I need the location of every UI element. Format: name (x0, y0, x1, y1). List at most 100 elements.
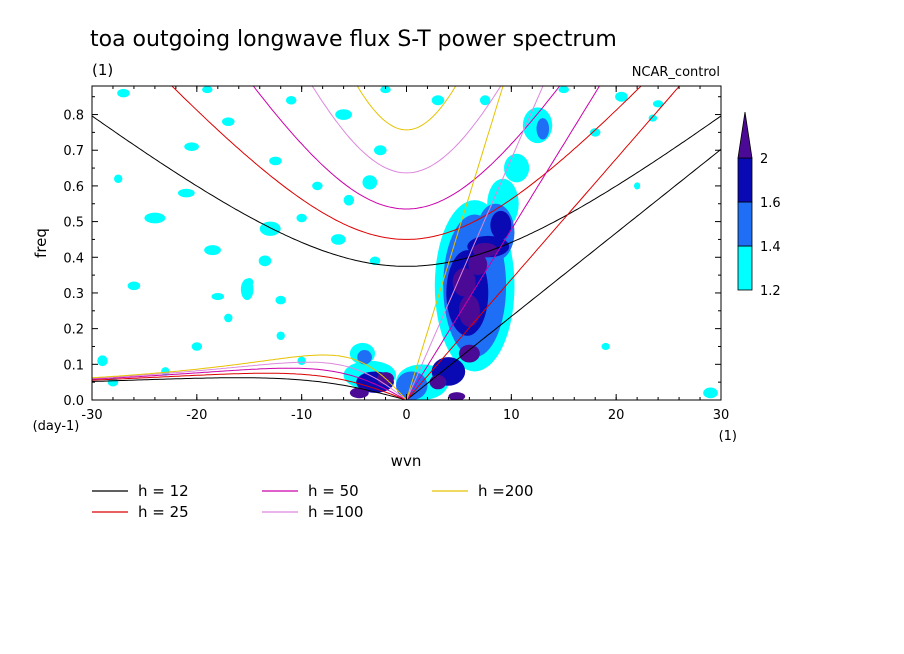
power-blob (269, 156, 282, 166)
x-tick-label: 30 (713, 408, 730, 423)
y-tick-label: 0.2 (63, 323, 84, 338)
power-blob (429, 375, 447, 390)
y-tick-label: 0.1 (63, 358, 84, 373)
power-blob (472, 243, 498, 258)
power-blob (114, 174, 123, 184)
y-tick-label: 0.4 (63, 251, 84, 266)
dispersion-curve-kelvin (406, 86, 504, 400)
power-blob (184, 142, 199, 151)
x-tick-label: 0 (402, 408, 410, 423)
dispersion-curve-rossby (92, 354, 407, 400)
power-blob (601, 342, 610, 351)
dispersion-curve-rossby (92, 367, 407, 400)
power-blob (258, 255, 272, 267)
power-blob (144, 212, 166, 224)
dispersion-curve-inertia-gravity (311, 86, 502, 174)
dispersion-curve-rossby (92, 372, 407, 400)
power-blob (331, 234, 346, 245)
power-blob (357, 350, 372, 365)
dispersion-curves (92, 86, 721, 400)
power-blob (296, 213, 307, 223)
y-unit-label: (day-1) (33, 419, 80, 434)
chart-subtitle-right: NCAR_control (632, 65, 720, 80)
power-blob (652, 100, 664, 108)
power-blob (107, 377, 119, 387)
colorbar-segment (737, 157, 753, 203)
power-blob (633, 182, 641, 190)
power-blob (117, 88, 130, 98)
y-tick-label: 0.8 (63, 109, 84, 124)
colorbar-label: 1.2 (760, 284, 781, 299)
power-blob (507, 199, 516, 209)
power-contours (97, 86, 718, 400)
power-blob (431, 95, 445, 106)
y-tick-label: 0.5 (63, 216, 84, 231)
x-tick-label: 20 (608, 408, 625, 423)
dispersion-curve-inertia-gravity (356, 86, 457, 131)
power-blob (458, 294, 480, 327)
power-blob (297, 356, 306, 366)
x-unit-label: (1) (719, 429, 737, 444)
dispersion-curve-kelvin (406, 86, 681, 400)
colorbar-label: 1.4 (760, 240, 781, 255)
power-blob (191, 342, 203, 351)
power-blob (285, 95, 297, 105)
power-blob (490, 210, 512, 240)
power-blob (211, 292, 225, 301)
axis-ticks: -30 -20 -10 0 10 20 30 0.0 0.1 0.2 0.3 0.4 0.5 0.6 0.7… (63, 86, 729, 423)
legend-label: h = 25 (138, 503, 189, 521)
power-blob (479, 95, 491, 106)
power-blob (224, 313, 233, 323)
power-blob (703, 387, 718, 399)
y-tick-label: 0.7 (63, 144, 84, 159)
y-tick-label: 0.0 (63, 394, 84, 409)
colorbar-label: 1.6 (760, 196, 781, 211)
plot-frame (91, 85, 722, 401)
dispersion-curve-kelvin (406, 148, 721, 400)
y-tick-label: 0.6 (63, 180, 84, 195)
power-blob (648, 114, 658, 122)
power-blob (536, 118, 550, 140)
y-axis-label: freq (32, 228, 50, 258)
x-tick-label: 10 (503, 408, 520, 423)
y-tick-label: 0.3 (63, 287, 84, 302)
power-blob (177, 188, 195, 198)
dispersion-curve-inertia-gravity (171, 86, 642, 240)
power-blob (202, 86, 213, 94)
dispersion-curve-rossby (92, 377, 407, 400)
dispersion-curve-rossby (92, 361, 407, 400)
power-blob (615, 91, 628, 102)
colorbar-segment (737, 245, 753, 291)
power-blob (448, 392, 466, 400)
power-blob (362, 175, 378, 190)
power-blob (558, 86, 569, 94)
x-tick-label: -30 (81, 408, 102, 423)
dispersion-curve-inertia-gravity (92, 115, 721, 267)
power-blob (349, 387, 369, 399)
colorbar: 1.2 1.4 1.6 2 (737, 111, 781, 299)
power-blob (589, 128, 601, 137)
chart-units-label: (1) (92, 61, 113, 79)
legend-label: h = 12 (138, 482, 189, 500)
x-axis-label: wvn (391, 452, 422, 470)
power-blob (312, 181, 323, 191)
power-blob (127, 281, 141, 291)
power-blob (335, 109, 352, 120)
power-blob (458, 344, 480, 363)
colorbar-segment (737, 201, 753, 247)
power-blob (374, 145, 387, 156)
legend-label: h =100 (308, 503, 363, 521)
colorbar-extension (737, 111, 753, 159)
legend-label: h = 50 (308, 482, 359, 500)
chart-title: toa outgoing longwave flux S-T power spe… (90, 27, 617, 52)
power-blob (452, 267, 476, 297)
power-blob (221, 117, 235, 126)
dispersion-curve-kelvin (406, 86, 601, 400)
power-blob (245, 277, 254, 287)
power-blob (369, 256, 381, 266)
power-blob (275, 295, 286, 305)
dispersion-curve-inertia-gravity (252, 86, 561, 210)
power-blob (276, 331, 285, 341)
power-blob (343, 194, 355, 206)
